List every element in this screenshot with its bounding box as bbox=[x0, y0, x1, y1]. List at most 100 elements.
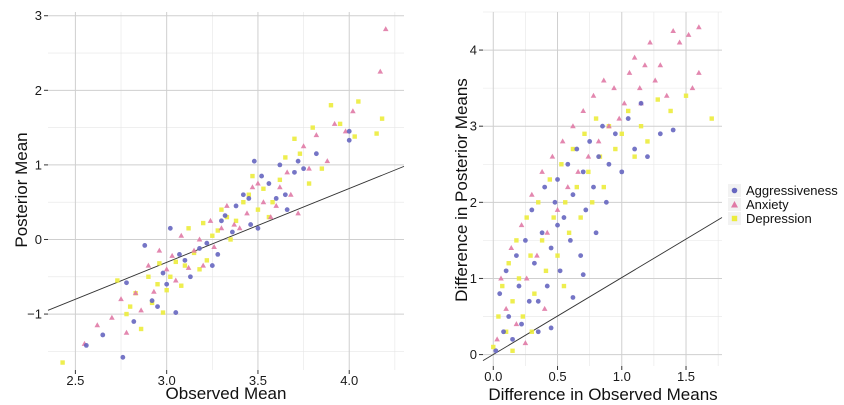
point-depression bbox=[328, 103, 334, 108]
point-aggressiveness bbox=[246, 196, 252, 201]
point-depression bbox=[310, 125, 315, 130]
point-aggressiveness bbox=[565, 161, 571, 167]
point-depression bbox=[655, 97, 660, 102]
point-anxiety bbox=[606, 123, 612, 129]
point-aggressiveness bbox=[503, 268, 509, 274]
point-aggressiveness bbox=[222, 213, 228, 219]
point-depression bbox=[179, 283, 184, 288]
point-aggressiveness bbox=[273, 196, 279, 201]
point-aggressiveness bbox=[209, 263, 215, 268]
point-aggressiveness bbox=[580, 272, 586, 278]
point-aggressiveness bbox=[645, 154, 650, 160]
point-anxiety bbox=[663, 92, 670, 98]
point-depression bbox=[191, 250, 197, 256]
point-aggressiveness bbox=[539, 230, 545, 236]
point-anxiety bbox=[670, 28, 676, 34]
point-anxiety bbox=[191, 247, 197, 253]
left-grid bbox=[48, 12, 404, 370]
point-anxiety bbox=[231, 221, 238, 227]
point-anxiety bbox=[295, 210, 301, 216]
point-aggressiveness bbox=[284, 207, 290, 213]
legend-circle-icon bbox=[731, 187, 738, 194]
point-aggressiveness bbox=[83, 342, 89, 348]
legend-item-aggressiveness: Aggressiveness bbox=[728, 183, 838, 198]
left-x-axis-label: Observed Mean bbox=[166, 384, 287, 403]
point-aggressiveness bbox=[219, 218, 224, 224]
point-anxiety bbox=[94, 322, 101, 328]
point-anxiety bbox=[600, 77, 607, 83]
point-depression bbox=[255, 207, 261, 212]
point-aggressiveness bbox=[574, 146, 580, 152]
point-aggressiveness bbox=[255, 225, 261, 231]
point-depression bbox=[570, 146, 576, 152]
legend-triangle-icon bbox=[731, 201, 738, 208]
point-anxiety bbox=[513, 321, 520, 327]
point-aggressiveness bbox=[266, 181, 272, 186]
y-tick-label: −1 bbox=[27, 307, 42, 322]
point-depression bbox=[709, 116, 714, 121]
point-depression bbox=[514, 238, 519, 243]
point-anxiety bbox=[331, 120, 338, 126]
point-depression bbox=[379, 116, 385, 121]
point-aggressiveness bbox=[346, 128, 352, 134]
point-depression bbox=[60, 360, 65, 365]
point-depression bbox=[503, 329, 509, 334]
point-aggressiveness bbox=[282, 192, 288, 198]
point-aggressiveness bbox=[204, 240, 210, 246]
point-depression bbox=[270, 199, 275, 205]
point-aggressiveness bbox=[570, 192, 576, 198]
point-depression bbox=[173, 259, 178, 265]
right-x-ticks: 0.0 0.5 1.0 1.5 bbox=[484, 366, 695, 384]
x-tick-label: 0.0 bbox=[484, 369, 502, 384]
point-depression bbox=[551, 215, 556, 220]
point-depression bbox=[292, 136, 297, 141]
point-anxiety bbox=[185, 264, 192, 270]
point-aggressiveness bbox=[555, 177, 560, 182]
reference-line bbox=[482, 217, 723, 362]
point-aggressiveness bbox=[587, 139, 593, 144]
left-reference-line bbox=[47, 165, 405, 311]
point-depression bbox=[532, 291, 537, 296]
point-depression bbox=[168, 274, 173, 279]
point-aggressiveness bbox=[580, 169, 586, 175]
point-depression bbox=[574, 184, 580, 190]
point-aggressiveness bbox=[160, 270, 166, 276]
point-depression bbox=[374, 131, 379, 136]
y-tick-label: 1 bbox=[35, 157, 42, 172]
point-depression bbox=[520, 314, 526, 319]
point-aggressiveness bbox=[535, 329, 541, 335]
point-anxiety bbox=[284, 169, 290, 175]
point-depression bbox=[586, 169, 591, 175]
y-tick-label: 2 bbox=[35, 83, 42, 98]
point-depression bbox=[186, 226, 191, 231]
legend: Aggressiveness Anxiety Depression bbox=[728, 183, 838, 226]
point-depression bbox=[337, 121, 343, 127]
point-depression bbox=[555, 253, 560, 258]
point-anxiety bbox=[260, 199, 267, 205]
point-aggressiveness bbox=[301, 166, 306, 172]
point-depression bbox=[157, 261, 162, 266]
point-anxiety bbox=[616, 115, 623, 121]
left-x-ticks: 2.5 3.0 3.5 4.0 bbox=[66, 370, 358, 388]
point-anxiety bbox=[267, 214, 274, 220]
point-depression bbox=[632, 154, 637, 159]
point-depression bbox=[160, 310, 166, 315]
point-aggressiveness bbox=[497, 291, 503, 297]
point-anxiety bbox=[541, 305, 548, 311]
point-depression bbox=[164, 287, 169, 293]
point-depression bbox=[496, 314, 501, 319]
point-aggressiveness bbox=[149, 298, 155, 304]
point-anxiety bbox=[163, 266, 170, 272]
point-depression bbox=[352, 134, 357, 139]
point-aggressiveness bbox=[215, 251, 221, 257]
point-depression bbox=[524, 215, 529, 220]
point-anxiety bbox=[529, 191, 535, 197]
point-depression bbox=[593, 116, 599, 121]
point-anxiety bbox=[611, 85, 617, 91]
point-anxiety bbox=[657, 62, 664, 68]
y-tick-label: 1 bbox=[470, 271, 477, 286]
point-depression bbox=[510, 299, 515, 304]
point-anxiety bbox=[300, 143, 307, 149]
point-anxiety bbox=[156, 247, 163, 253]
reference-line bbox=[47, 165, 405, 311]
